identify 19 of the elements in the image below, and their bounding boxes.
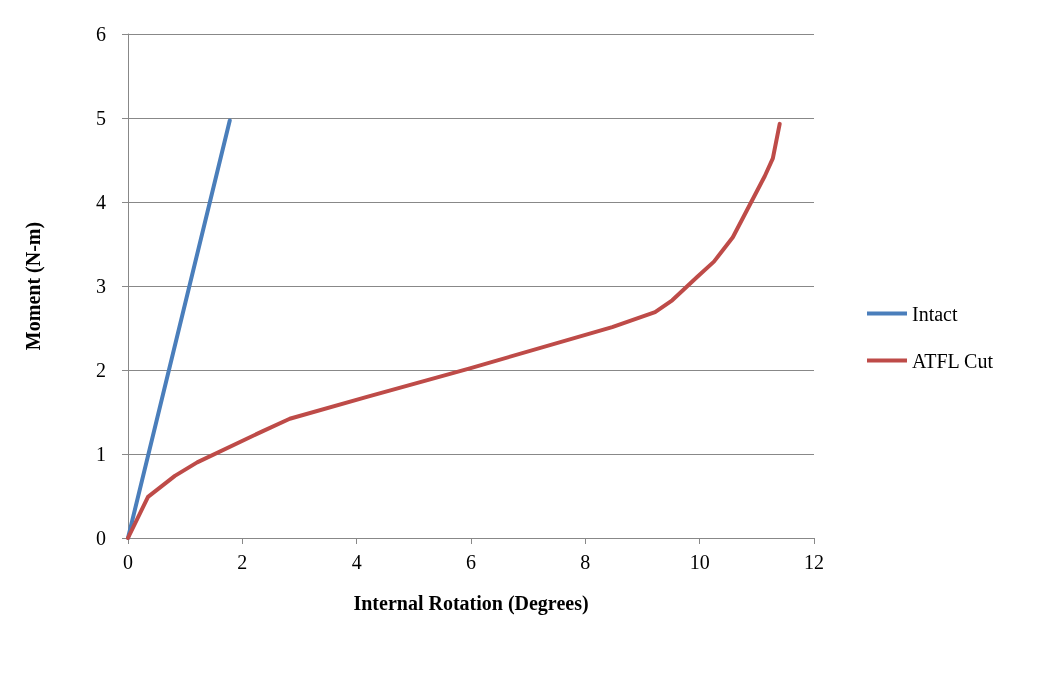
x-tick-label: 12 [804,551,824,573]
y-tick-label: 2 [96,359,106,381]
x-tick-label: 2 [237,551,248,573]
x-axis-title: Internal Rotation (Degrees) [353,592,589,615]
x-tick-label: 6 [466,551,476,573]
y-axis-title: Moment (N-m) [22,221,45,351]
y-tick-label: 1 [96,443,106,465]
x-tick-label: 10 [689,551,710,573]
legend-label: ATFL Cut [912,349,994,372]
legend-label: Intact [912,302,958,325]
y-tick-label: 0 [96,527,106,549]
y-tick-label: 3 [96,275,106,297]
x-tick-label: 8 [580,551,591,573]
y-tick-label: 4 [96,191,106,213]
x-tick-label: 0 [123,551,133,573]
y-tick-label: 6 [96,23,106,45]
y-tick-label: 5 [96,107,106,129]
line-series [126,121,782,540]
x-tick-label: 4 [351,551,362,573]
